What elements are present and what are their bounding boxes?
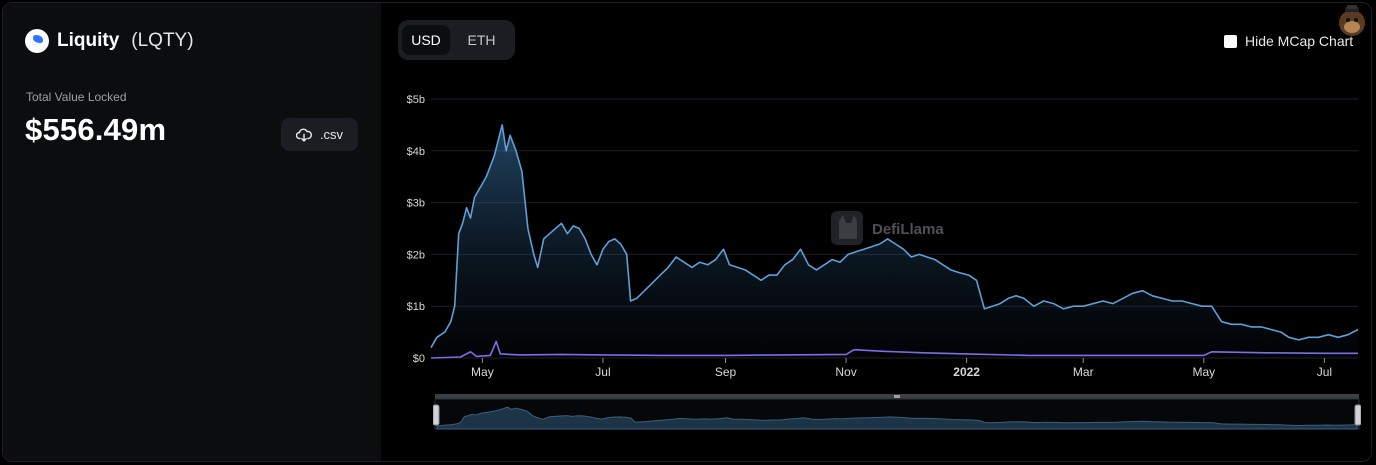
defillama-watermark: DefiLlama: [831, 211, 944, 245]
slider-preview-area: [436, 406, 1358, 430]
cloud-download-icon: [295, 128, 312, 142]
range-slider[interactable]: [433, 393, 1361, 433]
y-tick-label: $0: [413, 353, 425, 365]
user-avatar[interactable]: [1337, 5, 1367, 37]
tvl-chart[interactable]: $0 $1b $2b $3b $4b $5b DefiLlama May Jul Sep Nov 20…: [383, 83, 1363, 383]
x-tick-label: May: [471, 365, 494, 379]
currency-eth-button[interactable]: ETH: [467, 32, 496, 48]
slider-grip-icon[interactable]: [894, 395, 900, 398]
tvl-area: [431, 124, 1358, 359]
summary-panel: Liquity (LQTY) Total Value Locked $556.4…: [3, 3, 381, 461]
slider-handle-left[interactable]: [433, 404, 440, 426]
y-tick-label: $1b: [407, 301, 425, 313]
x-tick-label: Nov: [835, 365, 856, 379]
csv-download-button[interactable]: .csv: [281, 118, 358, 151]
y-tick-label: $2b: [407, 249, 425, 261]
tvl-series-line: [430, 124, 1359, 348]
tvl-label: Total Value Locked: [26, 90, 127, 104]
currency-toggle: USD ETH: [398, 20, 515, 60]
x-tick-label: Sep: [715, 365, 737, 379]
tvl-value: $556.49m: [25, 112, 167, 147]
csv-label: .csv: [319, 127, 344, 142]
protocol-ticker: (LQTY): [131, 30, 194, 51]
protocol-name: Liquity: [57, 30, 120, 51]
hide-mcap-toggle[interactable]: Hide MCap Chart: [1224, 33, 1353, 49]
hide-mcap-checkbox[interactable]: [1224, 34, 1237, 48]
x-tick-label: May: [1192, 365, 1215, 379]
mcap-series-line: [430, 340, 1358, 359]
y-tick-label: $5b: [407, 94, 425, 106]
x-tick-label: Jul: [595, 365, 610, 379]
liquity-logo-icon: [25, 29, 49, 53]
y-tick-label: $4b: [407, 146, 425, 158]
protocol-header: Liquity (LQTY): [25, 29, 194, 53]
currency-usd-button[interactable]: USD: [402, 25, 450, 55]
x-tick-label: Jul: [1317, 365, 1332, 379]
hide-mcap-label: Hide MCap Chart: [1245, 33, 1354, 49]
x-tick-label: Mar: [1073, 365, 1094, 379]
watermark-text: DefiLlama: [872, 221, 944, 238]
y-tick-label: $3b: [407, 198, 425, 210]
x-tick-label: 2022: [953, 365, 980, 379]
slider-handle-right[interactable]: [1354, 404, 1361, 426]
